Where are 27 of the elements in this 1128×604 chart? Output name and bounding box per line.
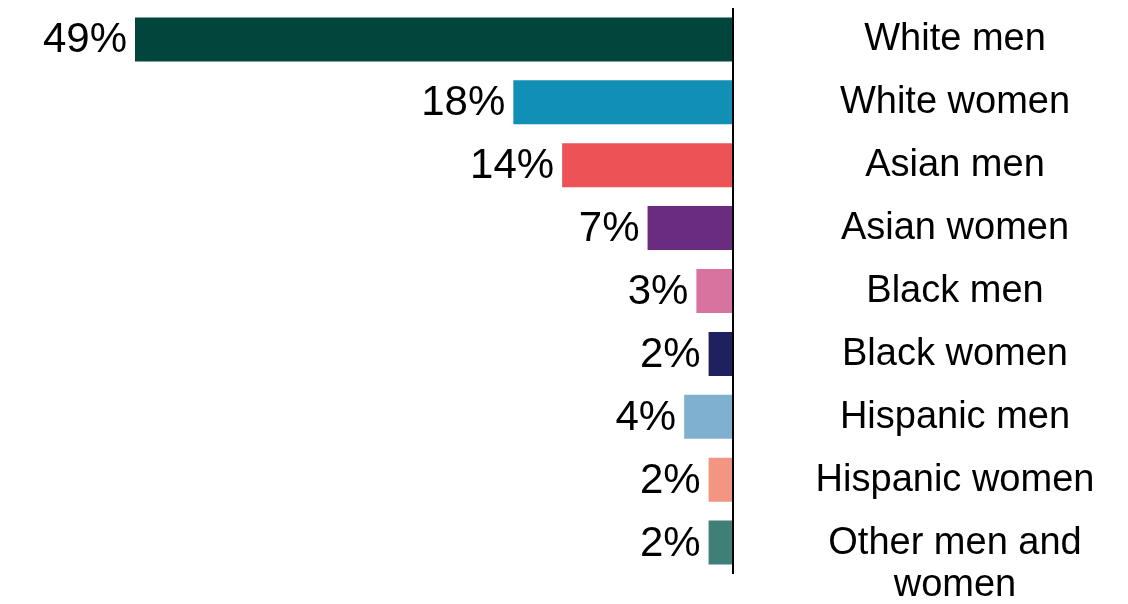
bar — [647, 206, 733, 251]
bar — [562, 143, 733, 188]
data-label: 7% — [578, 203, 640, 251]
data-label: 2% — [639, 517, 701, 565]
bar — [684, 394, 733, 439]
y-tick-label: White men — [864, 16, 1046, 59]
data-label: 49% — [42, 14, 127, 62]
bar — [708, 331, 733, 376]
data-label: 2% — [639, 454, 701, 502]
data-label: 3% — [627, 266, 689, 313]
data-label: 4% — [615, 391, 677, 439]
data-label: 2% — [639, 328, 701, 376]
data-label: 14% — [470, 140, 555, 188]
y-tick-label: Asian men — [865, 142, 1045, 185]
data-label: 18% — [421, 77, 506, 125]
bar — [708, 457, 733, 502]
y-tick-label: Asian women — [840, 205, 1070, 248]
y-tick-label: Other men and women — [828, 519, 1082, 604]
bar — [696, 268, 733, 314]
y-tick-label: White women — [839, 79, 1071, 122]
y-tick-label: Hispanic women — [815, 456, 1095, 499]
bar — [135, 17, 733, 62]
bar — [708, 520, 733, 565]
y-tick-label: Black women — [842, 330, 1068, 373]
y-tick-label: Hispanic men — [839, 393, 1071, 436]
bar — [513, 80, 733, 125]
y-tick-label: Black men — [866, 268, 1044, 310]
